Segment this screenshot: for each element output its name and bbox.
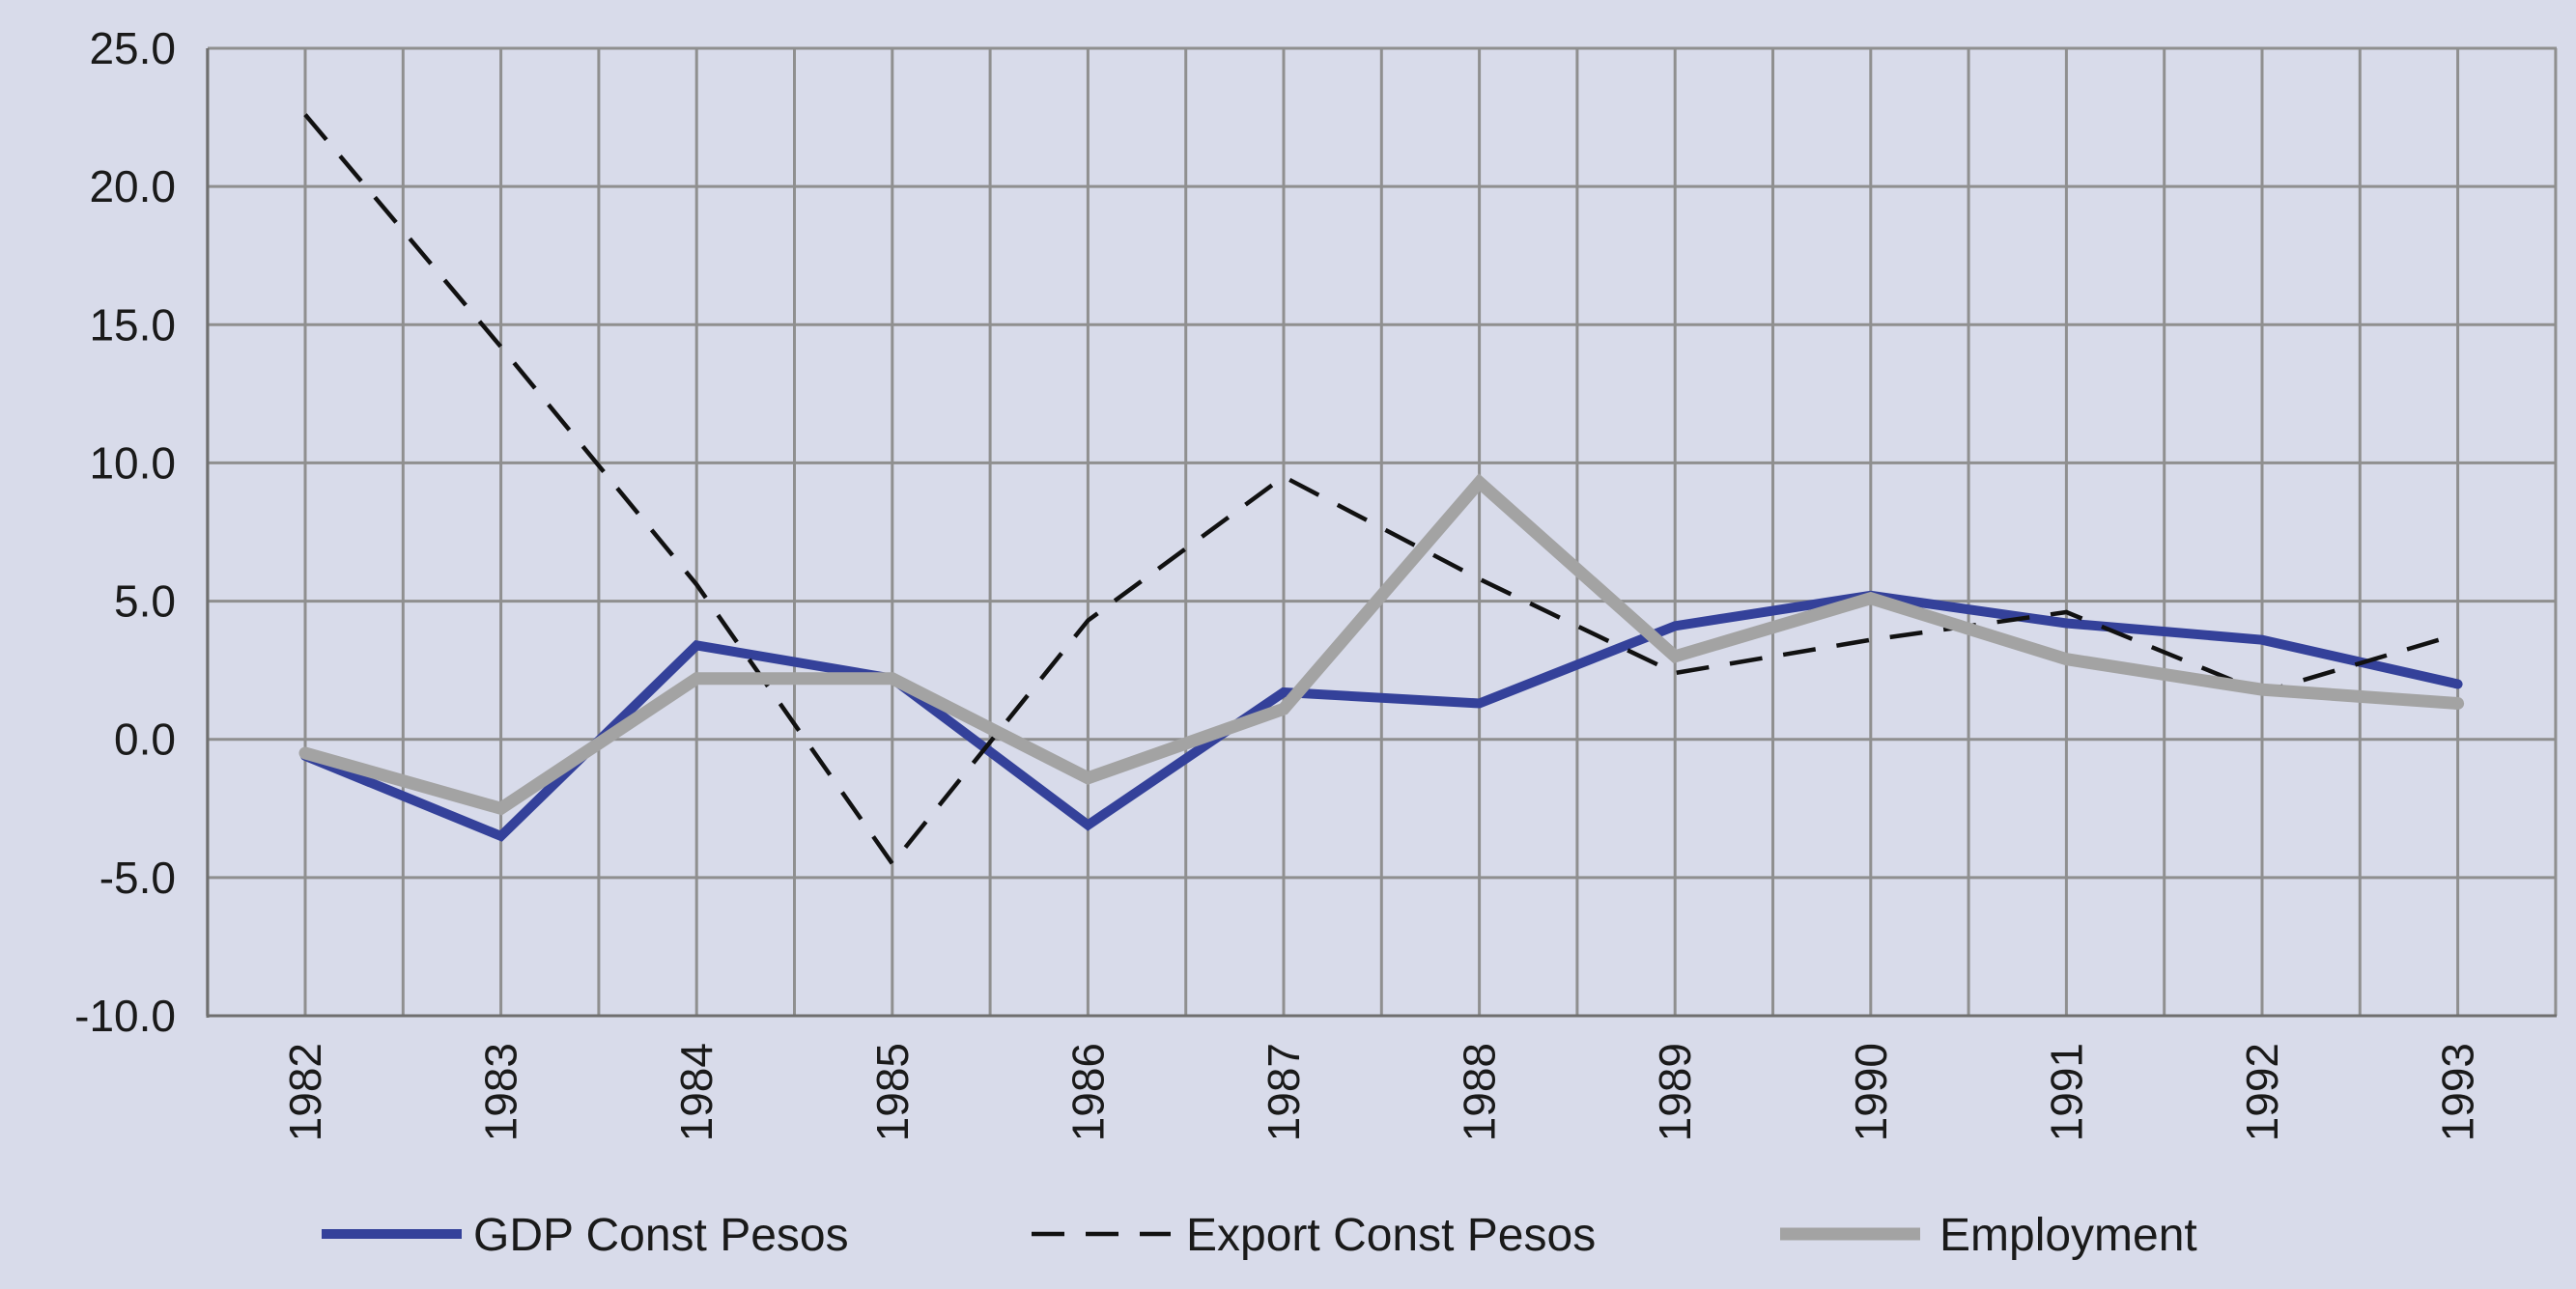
- x-tick-label: 1993: [2433, 1043, 2483, 1141]
- x-tick-label: 1982: [280, 1043, 330, 1141]
- y-tick-label: 5.0: [114, 576, 176, 627]
- axes: -10.0 -5.0 0.0 5.0 10.0 15.0 20.0 25.0 1982 1983 1…: [74, 23, 2557, 1141]
- legend: GDP Const Pesos Export Const Pesos Employm…: [322, 1210, 2197, 1261]
- legend-label: Export Const Pesos: [1186, 1210, 1596, 1261]
- x-tick-label: 1990: [1846, 1043, 1896, 1141]
- y-tick-label: 10.0: [89, 437, 176, 488]
- x-tick-label: 1986: [1062, 1043, 1113, 1141]
- y-tick-label: 0.0: [114, 715, 176, 765]
- y-tick-label: 25.0: [89, 23, 176, 73]
- series-line: [300, 590, 2463, 842]
- y-tick-label: 20.0: [89, 161, 176, 211]
- x-tick-label: 1985: [867, 1043, 918, 1141]
- y-tick-label: -10.0: [74, 991, 176, 1041]
- series-line: [303, 113, 2459, 868]
- x-tick-label: 1987: [1259, 1043, 1309, 1141]
- y-tick-label: 15.0: [89, 299, 176, 350]
- x-tick-label: 1992: [2237, 1043, 2287, 1141]
- x-tick-label: 1984: [671, 1043, 722, 1141]
- y-tick-label: -5.0: [99, 853, 176, 903]
- x-tick-label: 1989: [1650, 1043, 1700, 1141]
- series-lines: [298, 113, 2465, 868]
- legend-label: Employment: [1939, 1210, 2197, 1261]
- x-tick-label: 1983: [476, 1043, 526, 1141]
- x-tick-label: 1988: [1455, 1043, 1505, 1141]
- x-tick-label: 1991: [2041, 1043, 2091, 1141]
- legend-label: GDP Const Pesos: [473, 1210, 849, 1261]
- series-line: [298, 473, 2465, 816]
